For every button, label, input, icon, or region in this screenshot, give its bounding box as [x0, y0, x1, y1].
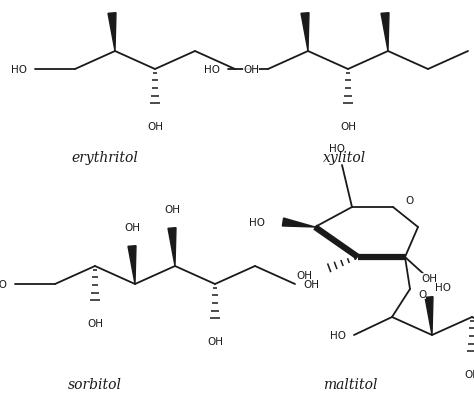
Text: OH: OH	[87, 318, 103, 328]
Text: HO: HO	[0, 279, 7, 289]
Polygon shape	[381, 14, 389, 52]
Text: OH: OH	[147, 122, 163, 132]
Text: HO: HO	[204, 65, 220, 75]
Text: erythritol: erythritol	[72, 151, 138, 164]
Text: HO: HO	[435, 282, 451, 292]
Polygon shape	[128, 246, 136, 284]
Text: OH: OH	[243, 65, 259, 75]
Text: OH: OH	[464, 369, 474, 379]
Text: O: O	[406, 196, 414, 205]
Polygon shape	[283, 219, 315, 227]
Text: OH: OH	[124, 223, 140, 233]
Polygon shape	[425, 297, 433, 335]
Text: maltitol: maltitol	[323, 377, 377, 391]
Text: HO: HO	[329, 144, 345, 154]
Polygon shape	[301, 14, 309, 52]
Text: OH: OH	[207, 336, 223, 346]
Text: OH: OH	[296, 270, 312, 280]
Text: OH: OH	[303, 279, 319, 289]
Text: O: O	[418, 289, 426, 299]
Text: sorbitol: sorbitol	[68, 377, 122, 391]
Polygon shape	[108, 14, 116, 52]
Text: OH: OH	[340, 122, 356, 132]
Text: HO: HO	[330, 330, 346, 340]
Text: HO: HO	[249, 217, 265, 227]
Text: HO: HO	[11, 65, 27, 75]
Text: OH: OH	[421, 273, 437, 283]
Polygon shape	[168, 228, 176, 266]
Text: xylitol: xylitol	[323, 151, 366, 164]
Text: OH: OH	[164, 205, 180, 215]
